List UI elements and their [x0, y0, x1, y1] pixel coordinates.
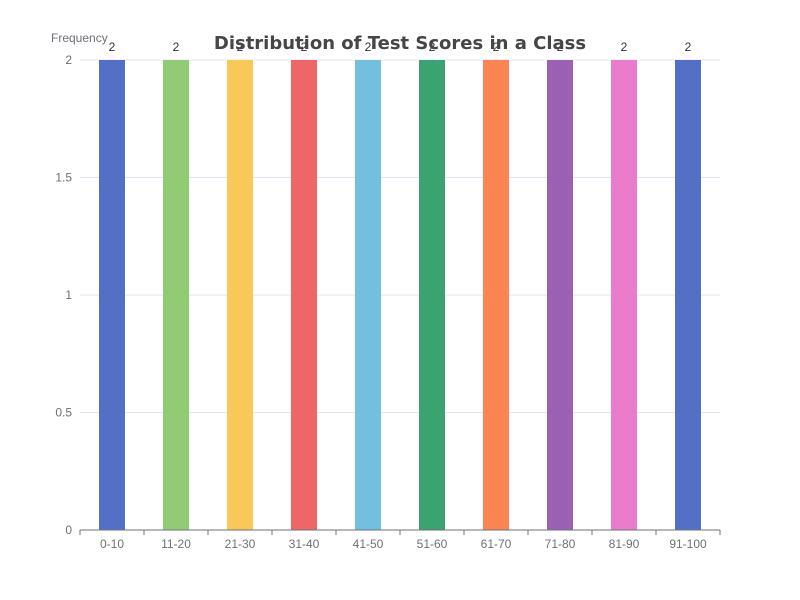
bar-31-40: [291, 60, 317, 530]
bar-61-70: [483, 60, 509, 530]
x-tick-label: 41-50: [353, 537, 384, 551]
data-label: 2: [557, 40, 564, 54]
x-tick-label: 31-40: [289, 537, 320, 551]
data-label: 2: [621, 40, 628, 54]
x-tick-label: 21-30: [225, 537, 256, 551]
bars: [99, 60, 701, 530]
bar-11-20: [163, 60, 189, 530]
data-label: 2: [365, 40, 372, 54]
data-label: 2: [429, 40, 436, 54]
x-tick-label: 51-60: [417, 537, 448, 551]
x-axis: 0 0.5 1 1.5 2 0-10 11-20 21-30 31-40 41-50 51-60 61…: [55, 53, 721, 551]
chart-title: Distribution of Test Scores in a Class: [214, 33, 586, 54]
x-tick-label: 0-10: [100, 537, 124, 551]
x-tick-label: 61-70: [481, 537, 512, 551]
x-tick-label: 91-100: [669, 537, 707, 551]
bar-71-80: [547, 60, 573, 530]
bar-91-100: [675, 60, 701, 530]
data-label: 2: [685, 40, 692, 54]
bar-21-30: [227, 60, 253, 530]
data-label: 2: [493, 40, 500, 54]
bar-0-10: [99, 60, 125, 530]
data-label: 2: [237, 40, 244, 54]
x-tick-label: 11-20: [161, 537, 191, 551]
bar-51-60: [419, 60, 445, 530]
data-label: 2: [173, 40, 180, 54]
y-tick-label: 2: [65, 53, 72, 67]
x-tick-label: 81-90: [609, 537, 640, 551]
y-tick-label: 0.5: [55, 406, 72, 420]
data-label: 2: [301, 40, 308, 54]
bar-81-90: [611, 60, 637, 530]
y-tick-label: 0: [65, 523, 72, 537]
y-tick-label: 1.5: [55, 171, 72, 185]
data-label: 2: [109, 40, 116, 54]
bar-41-50: [355, 60, 381, 530]
y-axis-title: Frequency: [51, 31, 108, 45]
y-tick-label: 1: [65, 288, 72, 302]
x-tick-label: 71-80: [545, 537, 576, 551]
data-labels: 2 2 2 2 2 2 2 2 2 2: [109, 40, 692, 54]
